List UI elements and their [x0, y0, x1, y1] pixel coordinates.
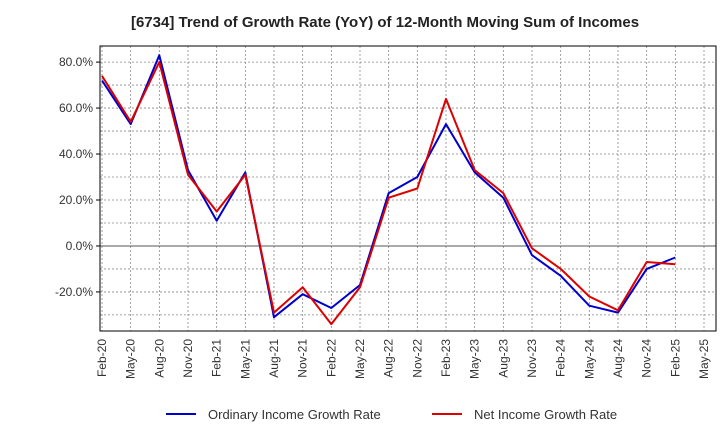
y-tick-label: 80.0%: [59, 55, 93, 69]
x-tick-label: Feb-21: [210, 339, 224, 377]
x-tick-label: Nov-24: [640, 339, 654, 378]
x-tick-label: May-25: [697, 339, 711, 379]
x-tick-label: May-21: [238, 339, 252, 379]
x-tick-label: Nov-20: [181, 339, 195, 378]
y-tick-label: 40.0%: [59, 147, 93, 161]
x-tick-label: Feb-22: [324, 339, 338, 377]
y-tick-label: 0.0%: [66, 239, 94, 253]
grid-layer: [100, 46, 716, 331]
x-tick-label: Nov-22: [410, 339, 424, 378]
x-tick-label: Feb-23: [439, 339, 453, 377]
x-tick-label: Aug-24: [611, 339, 625, 378]
x-tick-label: May-23: [468, 339, 482, 379]
x-tick-label: Nov-21: [296, 339, 310, 378]
plot-frame: [99, 45, 717, 332]
x-tick-label: Aug-20: [152, 339, 166, 378]
y-tick-label: -20.0%: [55, 285, 93, 299]
axis-layer: Feb-20 May-20 Aug-20 Nov-20 Feb-21 May-21 Aug-…: [55, 45, 717, 379]
y-tick-label: 60.0%: [59, 101, 93, 115]
x-tick-label: May-24: [582, 339, 596, 379]
chart-title: [6734] Trend of Growth Rate (YoY) of 12-…: [130, 14, 640, 31]
x-tick-label: Aug-21: [267, 339, 281, 378]
series-layer: [101, 54, 676, 326]
x-tick-label: Nov-23: [525, 339, 539, 378]
x-tick-label: Feb-25: [668, 339, 682, 377]
legend-label: Ordinary Income Growth Rate: [208, 407, 381, 422]
legend: Ordinary Income Growth Rate Net Income Gr…: [166, 407, 617, 422]
x-tick-label: Feb-24: [554, 339, 568, 377]
x-tick-label: Feb-20: [95, 339, 109, 377]
y-tick-label: 20.0%: [59, 193, 93, 207]
x-tick-label: May-22: [353, 339, 367, 379]
x-tick-label: May-20: [124, 339, 138, 379]
legend-label: Net Income Growth Rate: [474, 407, 617, 422]
x-tick-label: Aug-23: [496, 339, 510, 378]
x-tick-label: Aug-22: [382, 339, 396, 378]
